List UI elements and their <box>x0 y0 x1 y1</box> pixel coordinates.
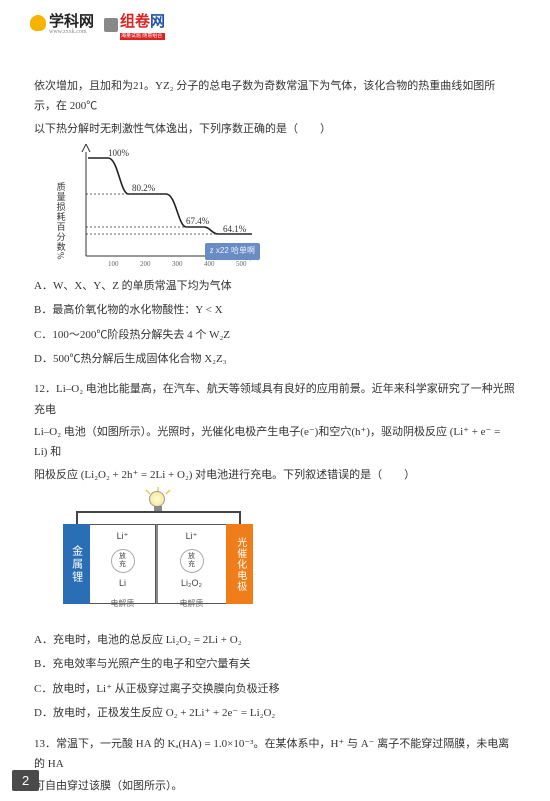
cell-left: Li⁺ 放充 Li 电解质 <box>90 524 156 604</box>
q13-line-1: 13．常温下，一元酸 HA 的 Kₐ(HA) = 1.0×10⁻³。在某体系中，… <box>34 734 516 775</box>
q12-opt-d: D．放电时，正极发生反应 O₂ + 2Li⁺ + 2e⁻ = Li₂O₂ <box>34 703 516 723</box>
cellL-top: Li⁺ <box>90 528 155 545</box>
logo-zujuan: 组卷网 海量试题 随意组合 <box>104 10 165 40</box>
electrolyte-left: 电解质 <box>90 597 155 612</box>
q12-stem-3: 阳极反应 (Li₂O₂ + 2h⁺ = 2Li + O₂) 对电池进行充电。下列… <box>34 465 516 485</box>
electrode-left: 金属锂 <box>63 524 90 604</box>
lbl-64: 64.1% <box>223 224 247 234</box>
svg-text:400: 400 <box>204 260 215 268</box>
q11-options: A．W、X、Y、Z 的单质常温下均为气体 B．最高价氧化物的水化物酸性：Y < … <box>34 276 516 369</box>
electrode-right: 光催化电极 <box>226 524 253 604</box>
q11-intro-1: 依次增加，且加和为21。YZ₂ 分子的总电子数为奇数常温下为气体，该化合物的热重… <box>34 76 516 117</box>
electrolyte-right: 电解质 <box>157 597 226 612</box>
page-header: 学科网 www.zxxk.com 组卷网 海量试题 随意组合 <box>0 0 550 46</box>
wire-left <box>76 511 78 525</box>
lbl-100: 100% <box>108 148 130 158</box>
doc-icon <box>104 18 118 32</box>
logo1-text: 学科网 <box>49 10 94 31</box>
q11-opt-b: B．最高价氧化物的水化物酸性：Y < X <box>34 300 516 320</box>
owl-icon <box>30 15 46 31</box>
q12-stem-1: 12．Li–O₂ 电池比能量高，在汽车、航天等领域具有良好的应用前景。近年来科学… <box>34 379 516 420</box>
q12-opt-a: A．充电时，电池的总反应 Li₂O₂ = 2Li + O₂ <box>34 630 516 650</box>
cellL-bot: Li <box>90 575 155 592</box>
wire-top <box>76 511 241 513</box>
page-content: 依次增加，且加和为21。YZ₂ 分子的总电子数为奇数常温下为气体，该化合物的热重… <box>0 46 550 797</box>
thermogravimetry-chart: 质量损耗百分数% 100% 80.2% 67.4% 64.1% 100 200 … <box>54 142 264 272</box>
q11-opt-c: C．100～200℃阶段热分解失去 4 个 W₂Z <box>34 325 516 345</box>
q13-line-2: 可自由穿过该膜（如图所示）。 <box>34 776 516 796</box>
q11-intro-2: 以下热分解时无刺激性气体逸出，下列序数正确的是（ ） <box>34 119 516 139</box>
q12-options: A．充电时，电池的总反应 Li₂O₂ = 2Li + O₂ B．充电效率与光照产… <box>34 630 516 723</box>
q12-stem-2: Li–O₂ 电池（如图所示）。光照时，光催化电极产生电子(e⁻)和空穴(h⁺)，… <box>34 422 516 463</box>
page-number-badge: 2 <box>12 770 39 791</box>
chart-ylabel: 质量损耗百分数% <box>52 182 69 261</box>
cellR-bot: Li₂O₂ <box>157 575 226 592</box>
svg-text:500: 500 <box>236 260 247 268</box>
q12-opt-c: C．放电时，Li⁺ 从正极穿过离子交换膜向负极迁移 <box>34 679 516 699</box>
wire-right <box>239 511 241 525</box>
svg-text:200: 200 <box>140 260 151 268</box>
logo2-text: 组卷网 <box>120 10 165 31</box>
cycle-right-icon: 放充 <box>180 549 204 573</box>
q11-opt-d: D．500℃热分解后生成固体化合物 X₂Z₃ <box>34 349 516 369</box>
lbl-67: 67.4% <box>186 216 210 226</box>
cycle-left-icon: 放充 <box>111 549 135 573</box>
q12-opt-b: B．充电效率与光照产生的电子和空穴量有关 <box>34 654 516 674</box>
svg-text:300: 300 <box>172 260 183 268</box>
q11-opt-a: A．W、X、Y、Z 的单质常温下均为气体 <box>34 276 516 296</box>
battery-diagram: 金属锂 光催化电极 Li⁺ 放充 Li 电解质 Li⁺ 放充 Li₂O₂ 电解质 <box>46 491 271 626</box>
svg-text:100: 100 <box>108 260 119 268</box>
logo2-sub: 海量试题 随意组合 <box>120 33 165 40</box>
cellR-top: Li⁺ <box>157 528 226 545</box>
bulb-icon <box>149 491 167 509</box>
lbl-80: 80.2% <box>132 183 156 193</box>
logo-xueke: 学科网 www.zxxk.com <box>30 10 94 35</box>
cell-right: Li⁺ 放充 Li₂O₂ 电解质 <box>157 524 226 604</box>
chart-watermark: z x22 哈单啊 <box>205 243 260 260</box>
